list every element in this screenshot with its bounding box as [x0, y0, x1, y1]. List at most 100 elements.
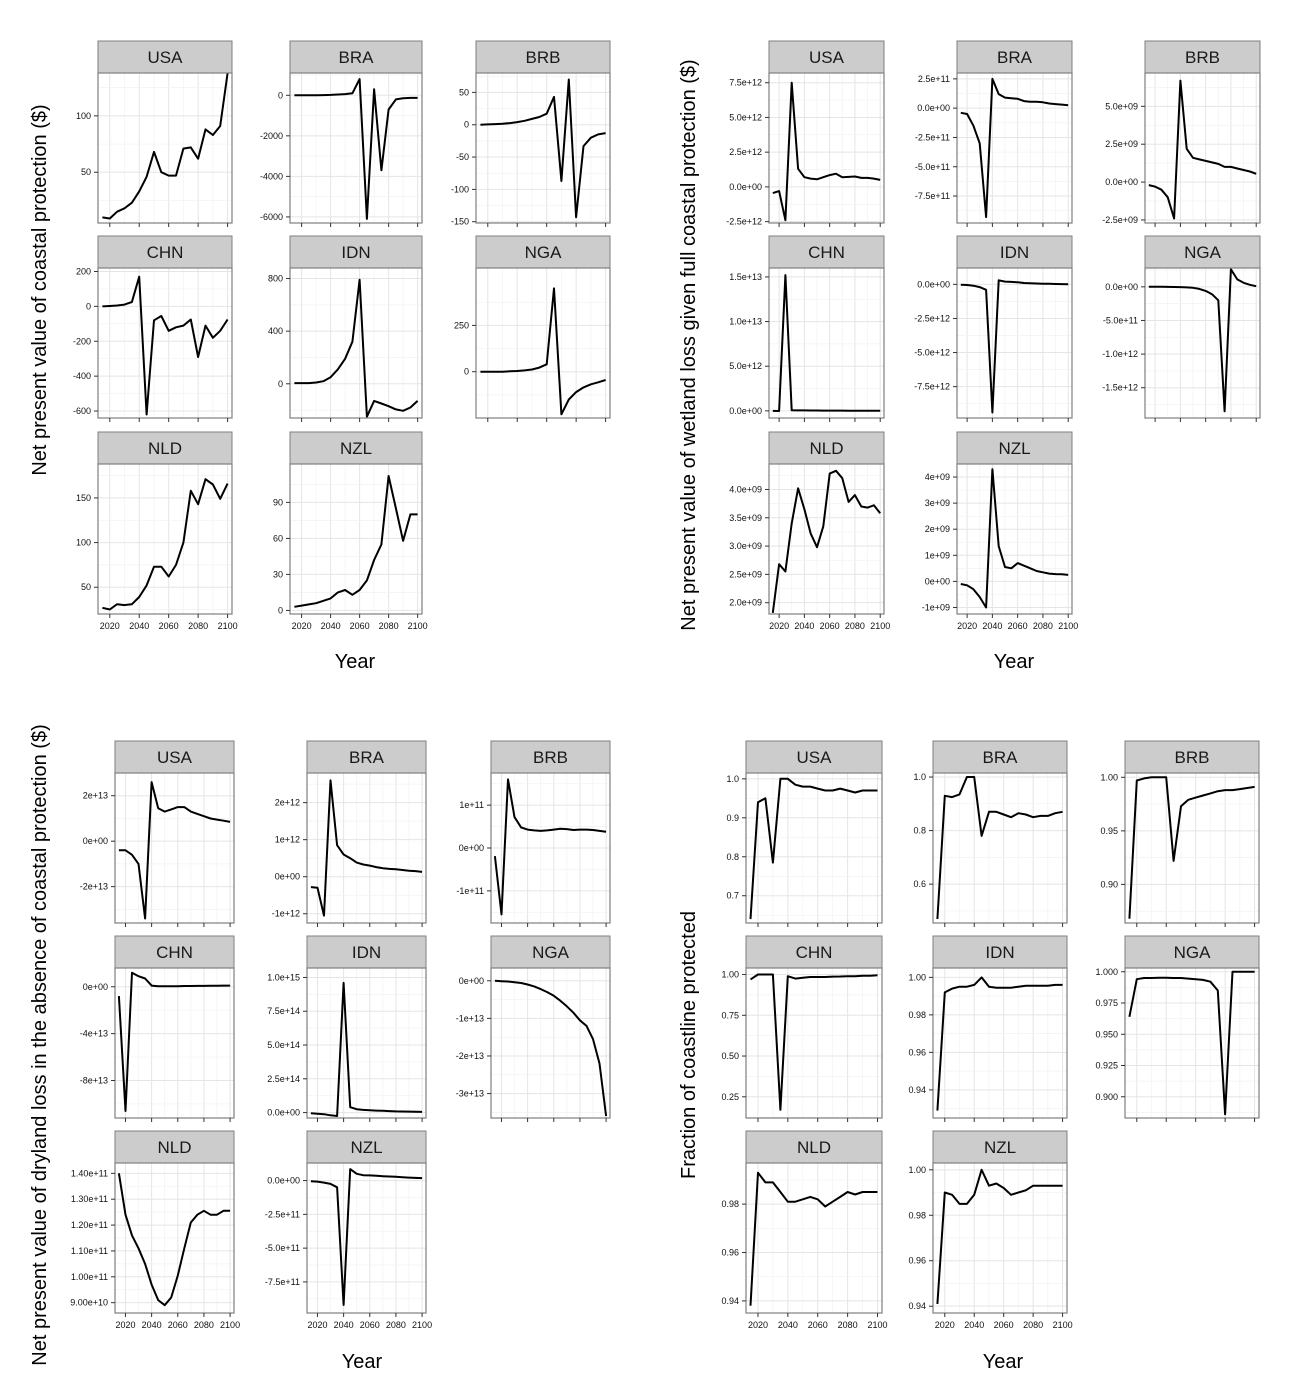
y-tick-label: 0.0e+00: [729, 182, 762, 192]
y-tick-label: -4e+13: [80, 1029, 108, 1039]
y-tick-label: 5.0e+14: [267, 1040, 300, 1050]
panel-nld: NLD 2.0e+09 2.5e+09 3.0e+09 3.5e+09 4.0e+09 20…: [729, 431, 890, 631]
y-tick-label: -2.5e+11: [915, 132, 950, 142]
x-tick-label: 2040: [334, 1320, 354, 1330]
panel-border: [475, 72, 611, 224]
x-tick-label: 2060: [360, 1320, 380, 1330]
y-tick-label: -400: [73, 371, 91, 381]
y-tick-label: -5.0e+12: [914, 348, 950, 358]
panel-nga: NGA -1.5e+12 -1.0e+12 -5.0e+11 0.0e+00: [1102, 235, 1261, 422]
y-tick-label: 0.95: [1100, 826, 1118, 836]
series-line: [294, 475, 418, 608]
y-tick-label: 0.0e+00: [1105, 177, 1138, 187]
gridlines: [115, 773, 234, 923]
figure-4: USA 0.7 0.8 0.9 1.0 BRA 0.6 0.8 1.0 BRB 0.90 0.95 1.…: [678, 740, 1260, 1373]
y-tick-label: -1e+13: [456, 1013, 484, 1023]
y-tick-label: 150: [76, 493, 91, 503]
y-tick-label: 1.0: [726, 774, 739, 784]
y-tick-label: 0.94: [908, 1085, 926, 1095]
y-tick-label: 5.0e+12: [729, 112, 762, 122]
facet-strip: [114, 935, 235, 969]
facet-label: USA: [148, 48, 184, 67]
series-line: [310, 1168, 423, 1306]
y-tick-label: -8e+13: [80, 1076, 108, 1086]
y-tick-label: 0.25: [721, 1092, 739, 1102]
series-line: [1148, 268, 1257, 413]
panel-idn: IDN 0.0e+00 2.5e+14 5.0e+14 7.5e+14 1.0e+15: [267, 935, 427, 1122]
y-tick-label: 0e+00: [275, 872, 300, 882]
facet-strip: [745, 1130, 883, 1164]
panel-border: [956, 267, 1073, 419]
facet-strip: [932, 1130, 1068, 1164]
facet-strip: [289, 431, 423, 465]
panel-border: [306, 967, 427, 1119]
panel-nzl: NZL -1e+09 0e+00 1e+09 2e+09 3e+09 4e+09 2020 20…: [922, 431, 1078, 631]
y-tick-label: 2e+09: [925, 524, 950, 534]
panel-nzl: NZL 0.94 0.96 0.98 1.00 2020 2040 2060 2080 2100: [908, 1130, 1073, 1330]
y-tick-label: 1.10e+11: [71, 1246, 108, 1256]
facet-strip: [114, 1130, 235, 1164]
y-tick-label: 50: [81, 167, 91, 177]
y-tick-label: 100: [76, 111, 91, 121]
y-tick-label: -600: [73, 406, 91, 416]
panel-border: [1124, 967, 1260, 1119]
gridlines: [769, 464, 884, 614]
panel-background: [746, 968, 882, 1118]
panel-border: [306, 1162, 427, 1314]
panel-background: [115, 968, 234, 1118]
series-line: [480, 78, 606, 219]
gridlines: [491, 968, 610, 1118]
series-line: [480, 287, 606, 416]
y-tick-label: 0.0e+00: [1105, 282, 1138, 292]
series-line: [310, 981, 423, 1117]
panel-background: [746, 773, 882, 923]
panel-nzl: NZL 0 30 60 90 2020 2040 2060 2080 2100: [273, 431, 428, 631]
panel-usa: USA -2e+13 0e+00 2e+13: [80, 740, 235, 927]
y-tick-label: 0: [278, 90, 283, 100]
facet-strip: [745, 740, 883, 774]
panel-border: [475, 267, 611, 419]
facet-label: BRB: [533, 748, 568, 767]
series-line: [936, 976, 1063, 1111]
facet-label: NGA: [525, 243, 563, 262]
x-tick-label: 2040: [142, 1320, 162, 1330]
y-axis-title: Fraction of coastline protected: [678, 911, 700, 1179]
y-tick-label: 2.5e+12: [729, 147, 762, 157]
facet-label: USA: [157, 748, 193, 767]
panel-border: [97, 463, 233, 615]
x-tick-label: 2040: [129, 621, 149, 631]
gridlines: [933, 968, 1067, 1118]
panel-background: [476, 268, 610, 418]
y-tick-label: 1.0e+13: [729, 317, 762, 327]
panel-background: [769, 464, 884, 614]
panel-border: [1144, 72, 1261, 224]
x-axis-title: Year: [983, 1351, 1024, 1373]
y-tick-label: -3e+13: [456, 1089, 484, 1099]
y-tick-label: 1e+09: [925, 550, 950, 560]
facet-label: NGA: [532, 943, 570, 962]
series-line: [294, 78, 418, 220]
facet-label: BRA: [339, 48, 375, 67]
series-line: [960, 77, 1069, 219]
series-line: [960, 279, 1069, 414]
facet-label: NZL: [998, 439, 1030, 458]
facet-label: IDN: [1000, 243, 1029, 262]
series-line: [494, 979, 608, 1117]
y-tick-label: 4e+09: [925, 472, 950, 482]
gridlines: [1125, 968, 1259, 1118]
x-tick-label: 2040: [982, 621, 1002, 631]
y-tick-label: -100: [451, 184, 469, 194]
x-tick-label: 2100: [412, 1320, 432, 1330]
y-tick-label: -1.0e+12: [1102, 349, 1138, 359]
gridlines: [957, 464, 1072, 614]
y-tick-label: 100: [76, 538, 91, 548]
facet-label: BRB: [526, 48, 561, 67]
y-tick-label: 0.6: [913, 879, 926, 889]
panel-background: [115, 773, 234, 923]
gridlines: [476, 268, 610, 418]
y-tick-label: 0.94: [908, 1301, 926, 1311]
y-tick-label: 0e+00: [83, 982, 108, 992]
x-tick-label: 2020: [115, 1320, 135, 1330]
y-tick-label: 50: [459, 87, 469, 97]
